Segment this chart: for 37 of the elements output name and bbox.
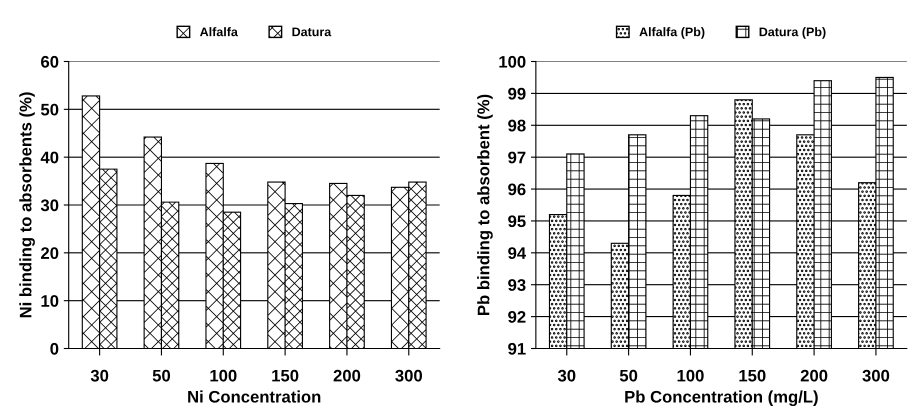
y-tick-label: 0	[50, 342, 58, 355]
y-tick-label: 20	[41, 247, 58, 260]
x-tick-label: 200	[334, 370, 360, 382]
y-tick-label: 92	[508, 311, 526, 323]
x-tick-label: 30	[558, 370, 576, 382]
y-tick-label: 40	[40, 152, 58, 164]
y-tick-label: 91	[508, 342, 526, 355]
x-tick-label: 100	[678, 370, 704, 382]
y-tick-label: 94	[508, 247, 526, 260]
x-tick-label: 50	[152, 370, 170, 382]
y-axis-title: Pb binding to absorbent (%)	[477, 94, 493, 315]
y-tick-label: 93	[508, 279, 526, 291]
x-tick-label: 50	[620, 370, 638, 382]
x-tick-label: 30	[90, 370, 108, 382]
legend-label: Alfalfa	[200, 27, 238, 36]
y-tick-label: 96	[508, 183, 526, 196]
legend-label: Alfalfa (Pb)	[639, 27, 704, 39]
y-tick-label: 50	[40, 104, 58, 116]
legend-label: Datura	[292, 28, 332, 36]
x-tick-label: 300	[862, 370, 890, 382]
y-tick-label: 60	[41, 56, 58, 68]
y-tick-label: 100	[499, 56, 526, 68]
x-tick-label: 150	[272, 370, 298, 382]
x-axis-title: Pb Concentration (mg/L)	[625, 390, 818, 406]
x-tick-label: 200	[800, 370, 828, 382]
y-tick-label: 98	[508, 120, 526, 132]
x-tick-label: 150	[739, 370, 766, 382]
x-tick-label: 300	[395, 370, 422, 382]
y-tick-label: 97	[508, 152, 526, 164]
y-tick-label: 99	[508, 88, 526, 100]
legend-label: Datura (Pb)	[760, 27, 826, 39]
x-tick-label: 100	[210, 370, 236, 382]
y-axis-title: Ni binding to absorbents (%)	[19, 92, 35, 318]
x-axis-title: Ni Concentration	[188, 390, 320, 403]
y-tick-label: 30	[40, 199, 58, 212]
y-tick-label: 95	[508, 215, 526, 228]
y-tick-label: 10	[41, 295, 58, 307]
